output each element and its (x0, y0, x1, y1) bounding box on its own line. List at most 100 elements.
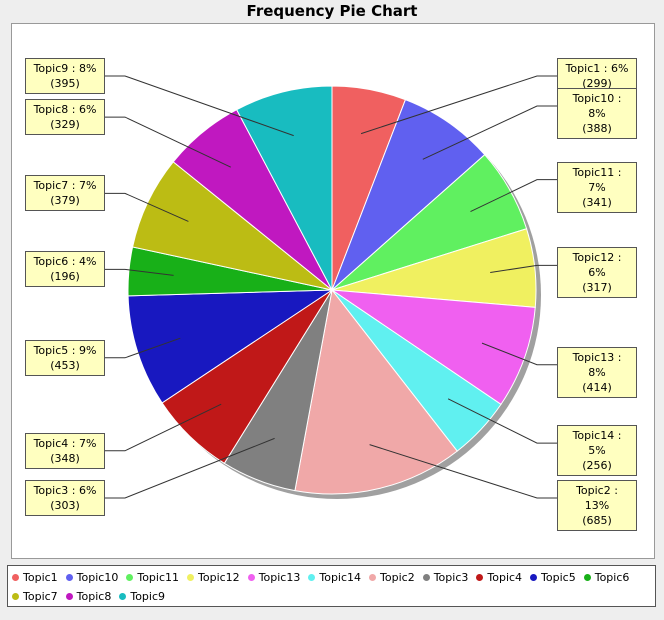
legend-item-topic14: Topic14 (308, 568, 361, 587)
slice-label-topic9: Topic9 : 8% (395) (25, 58, 105, 94)
slice-label-count: (256) (582, 459, 612, 473)
slice-label-text: Topic3 : 6% (33, 484, 97, 497)
legend-swatch (422, 574, 430, 581)
slice-label-text: Topic9 : 8% (33, 62, 97, 75)
label-connector (481, 342, 557, 366)
slice-label-text: Topic13 : 8% (572, 350, 622, 379)
slice-label-topic14: Topic14 : 5% (256) (557, 425, 637, 477)
label-connector (422, 105, 557, 160)
label-connector (360, 75, 557, 135)
legend-item-topic8: Topic8 (65, 587, 112, 606)
slice-label-text: Topic12 : 6% (572, 251, 622, 280)
label-connector (105, 268, 174, 276)
label-connector (105, 116, 232, 168)
slice-label-count: (303) (50, 499, 80, 512)
legend-label: Topic11 (137, 571, 180, 584)
slice-label-topic7: Topic7 : 7% (379) (25, 175, 105, 212)
pie-slice-topic9 (235, 85, 333, 291)
slice-label-count: (329) (50, 118, 80, 132)
slice-label-count: (395) (50, 77, 80, 90)
legend-swatch (308, 574, 316, 581)
slice-label-count: (414) (582, 380, 612, 394)
legend-swatch (476, 574, 484, 581)
slice-label-text: Topic2 : 13% (576, 484, 618, 512)
pie-slice-topic13 (330, 289, 536, 406)
legend-label: Topic13 (258, 571, 301, 584)
legend-item-topic1: Topic1 (12, 568, 58, 587)
legend-label: Topic5 (541, 571, 576, 584)
label-connector (490, 264, 557, 273)
legend-label: Topic4 (487, 571, 523, 584)
legend-item-topic12: Topic12 (187, 568, 240, 587)
slice-label-count: (348) (50, 451, 80, 465)
legend-label: Topic6 (594, 571, 630, 584)
label-connector (105, 437, 275, 499)
legend-item-topic3: Topic3 (422, 568, 469, 587)
slice-label-text: Topic10 : 8% (572, 92, 622, 121)
legend-swatch (247, 574, 255, 581)
legend-item-topic7: Topic7 (12, 587, 58, 606)
slice-label-text: Topic1 : 6% (565, 62, 629, 75)
slice-label-text: Topic8 : 6% (33, 103, 97, 117)
legend-item-topic11: Topic11 (126, 568, 179, 587)
slice-label-text: Topic6 : 4% (33, 255, 97, 269)
legend-item-topic10: Topic10 (65, 568, 119, 587)
slice-label-topic10: Topic10 : 8% (388) (557, 88, 637, 140)
slice-label-count: (685) (582, 514, 612, 527)
label-connector (105, 337, 181, 359)
legend-swatch (12, 574, 19, 581)
legend-swatch (126, 574, 134, 581)
slice-label-text: Topic4 : 7% (33, 436, 97, 450)
slice-label-topic3: Topic3 : 6% (303) (25, 480, 105, 516)
legend-swatch (65, 574, 73, 581)
slice-label-count: (453) (50, 358, 80, 372)
label-connector (105, 403, 222, 452)
slice-label-count: (299) (582, 77, 612, 90)
slice-label-topic2: Topic2 : 13% (685) (557, 480, 637, 531)
pie-slice-topic5 (127, 289, 334, 404)
slice-label-topic6: Topic6 : 4% (196) (25, 251, 105, 288)
legend-swatch (187, 574, 195, 581)
slice-label-count: (388) (582, 122, 612, 136)
label-connector (470, 179, 557, 213)
legend-item-topic5: Topic5 (530, 568, 576, 587)
legend-item-topic13: Topic13 (247, 568, 301, 587)
legend-swatch (12, 593, 19, 600)
legend-label: Topic3 (433, 571, 469, 584)
label-connector (447, 398, 557, 444)
slice-label-topic4: Topic4 : 7% (348) (25, 432, 105, 469)
legend-item-topic9: Topic9 (119, 587, 165, 606)
legend-label: Topic12 (198, 571, 240, 584)
chart-title: Frequency Pie Chart (246, 2, 418, 20)
legend-item-topic6: Topic6 (583, 568, 630, 587)
legend-label: Topic1 (23, 571, 58, 584)
legend-swatch (65, 593, 73, 600)
slice-label-count: (379) (50, 194, 80, 208)
legend-label: Topic8 (76, 590, 112, 603)
slice-label-topic11: Topic11 : 7% (341) (557, 161, 637, 213)
slice-label-text: Topic11 : 7% (572, 165, 622, 194)
label-connector (369, 444, 557, 499)
legend: Topic1 Topic10 Topic11 Topic12 Topic13 Topic1… (7, 565, 656, 607)
label-connector (105, 192, 189, 222)
legend-label: Topic10 (76, 571, 119, 584)
label-connector (105, 75, 294, 137)
legend-swatch (583, 574, 591, 581)
slice-label-text: Topic14 : 5% (572, 429, 622, 458)
legend-swatch (530, 574, 538, 581)
slice-label-topic12: Topic12 : 6% (317) (557, 247, 637, 299)
slice-label-text: Topic5 : 9% (33, 343, 97, 357)
legend-label: Topic7 (23, 590, 58, 603)
pie-slice-topic2 (294, 288, 458, 495)
slice-label-text: Topic7 : 7% (33, 179, 97, 193)
pie-slice-topic10 (331, 99, 486, 291)
legend-label: Topic14 (319, 571, 362, 584)
slice-label-count: (196) (50, 270, 80, 284)
legend-label: Topic9 (130, 590, 166, 603)
legend-item-topic4: Topic4 (476, 568, 522, 587)
slice-label-topic8: Topic8 : 6% (329) (25, 99, 105, 136)
legend-swatch (119, 593, 127, 600)
slice-label-topic5: Topic5 : 9% (453) (25, 339, 105, 376)
slice-label-topic1: Topic1 : 6% (299) (557, 58, 637, 94)
